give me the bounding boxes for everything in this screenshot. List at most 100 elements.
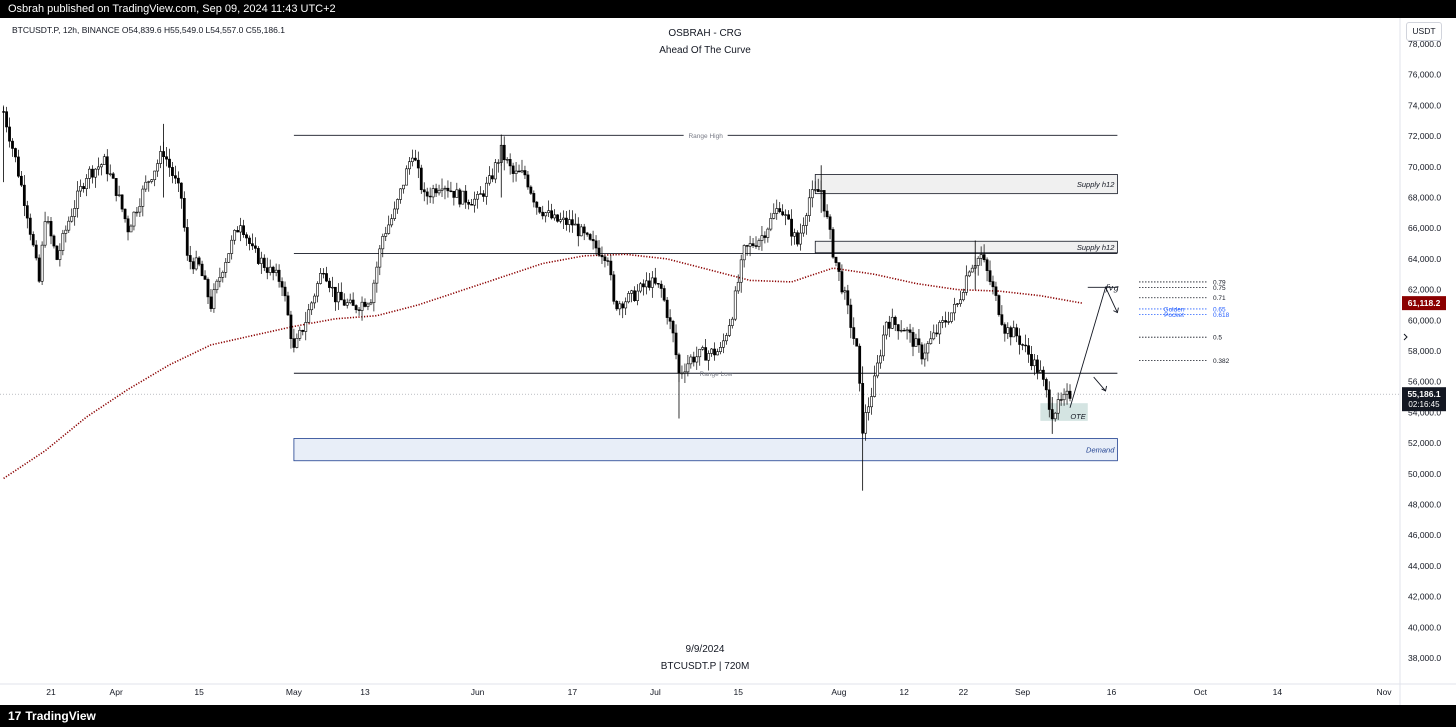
candle-body (390, 218, 394, 226)
candle-body (799, 232, 802, 245)
candle-body (591, 239, 595, 242)
candle-body (736, 281, 740, 292)
zone-label: Demand (1086, 446, 1115, 455)
candle-body (1018, 335, 1022, 345)
candle-body (630, 290, 633, 294)
candle-body (479, 193, 482, 195)
candle-body (191, 261, 195, 270)
candle-body (547, 210, 551, 214)
candle-body (91, 168, 94, 178)
y-tick-label: 66,000.0 (1408, 223, 1441, 233)
candle-body (511, 165, 515, 174)
candle-body (544, 212, 548, 217)
candle-body (1065, 390, 1069, 395)
y-tick-label: 46,000.0 (1408, 530, 1441, 540)
candle-body (245, 234, 248, 239)
candle-body (686, 363, 690, 373)
candle-body (212, 289, 216, 309)
candle-body (1033, 359, 1036, 367)
candle-body (881, 334, 885, 357)
candle-body (150, 179, 154, 182)
candle-body (425, 191, 429, 197)
candle-body (846, 290, 850, 306)
candle-body (692, 356, 696, 363)
candle-body (473, 198, 476, 206)
fib-label: 0.71 (1213, 295, 1226, 302)
candle-body (917, 338, 921, 346)
candle-body (431, 188, 435, 198)
candle-body (858, 345, 862, 384)
candle-body (784, 214, 788, 216)
candle-body (203, 275, 207, 280)
candle-body (807, 197, 811, 216)
x-tick-label: 17 (568, 687, 578, 697)
candle-body (662, 288, 666, 301)
candle-body (316, 283, 320, 297)
candle-body (88, 168, 91, 179)
y-tick-label: 40,000.0 (1408, 622, 1441, 632)
candle-body (339, 291, 343, 301)
candle-body (553, 214, 556, 219)
candle-body (825, 210, 829, 218)
candle-body (837, 262, 841, 272)
candle-body (739, 259, 743, 283)
candle-body (763, 235, 767, 238)
candle-body (600, 254, 604, 258)
candle-body (1015, 327, 1019, 337)
candle-body (393, 208, 397, 219)
currency-button[interactable]: USDT (1406, 22, 1442, 41)
chart-frame[interactable]: 78,000.0 76,000.0 74,000.0 72,000.0 70,000.0… (0, 18, 1456, 705)
range-label: Range Low (700, 371, 733, 378)
y-tick-label: 78,000.0 (1408, 39, 1441, 49)
candle-body (742, 245, 746, 261)
candle-body (165, 156, 168, 160)
candle-body (929, 338, 933, 344)
candle-body (787, 214, 790, 220)
candle-body (627, 293, 631, 303)
fib-label: 0.618 (1213, 312, 1230, 319)
candle-body (43, 221, 47, 246)
candle-body (428, 195, 432, 198)
candle-body (351, 299, 355, 306)
candle-body (434, 188, 438, 194)
candles-group (2, 105, 1072, 441)
candle-body (25, 205, 29, 219)
candle-body (55, 245, 59, 260)
candle-body (174, 175, 177, 179)
candle-body (262, 257, 266, 268)
candle-body (967, 271, 971, 277)
zone-label: Supply h12 (1077, 180, 1115, 189)
candle-body (384, 233, 388, 237)
candle-body (727, 325, 731, 336)
symbol-info: BTCUSDT.P, 12h, BINANCE O54,839.6 H55,54… (12, 25, 285, 35)
chevron-right-icon (1403, 333, 1408, 341)
projection-path (1069, 286, 1118, 408)
candle-body (538, 207, 542, 213)
candle-body (322, 273, 325, 275)
candle-body (695, 356, 699, 363)
candle-body (490, 175, 494, 180)
y-tick-label: 62,000.0 (1408, 285, 1441, 295)
candle-body (1041, 369, 1045, 380)
y-tick-label: 50,000.0 (1408, 469, 1441, 479)
projection-arrowhead (1113, 307, 1119, 314)
candle-body (135, 211, 139, 214)
range-label-bg (683, 131, 728, 140)
candle-body (944, 320, 947, 323)
candle-body (754, 245, 758, 247)
candle-body (902, 329, 906, 332)
candle-body (716, 351, 719, 356)
candle-body (816, 189, 820, 192)
x-tick-label: 12 (899, 687, 909, 697)
candle-body (796, 232, 799, 245)
candle-body (28, 217, 32, 235)
candle-body (336, 291, 340, 303)
candle-body (982, 254, 986, 261)
candle-body (188, 255, 192, 262)
candle-body (242, 225, 245, 236)
candle-body (224, 262, 228, 273)
price-chart[interactable]: 78,000.0 76,000.0 74,000.0 72,000.0 70,000.0… (0, 18, 1456, 705)
candle-body (345, 302, 349, 306)
x-tick-label: 16 (1107, 687, 1117, 697)
y-tick-label: 58,000.0 (1408, 346, 1441, 356)
